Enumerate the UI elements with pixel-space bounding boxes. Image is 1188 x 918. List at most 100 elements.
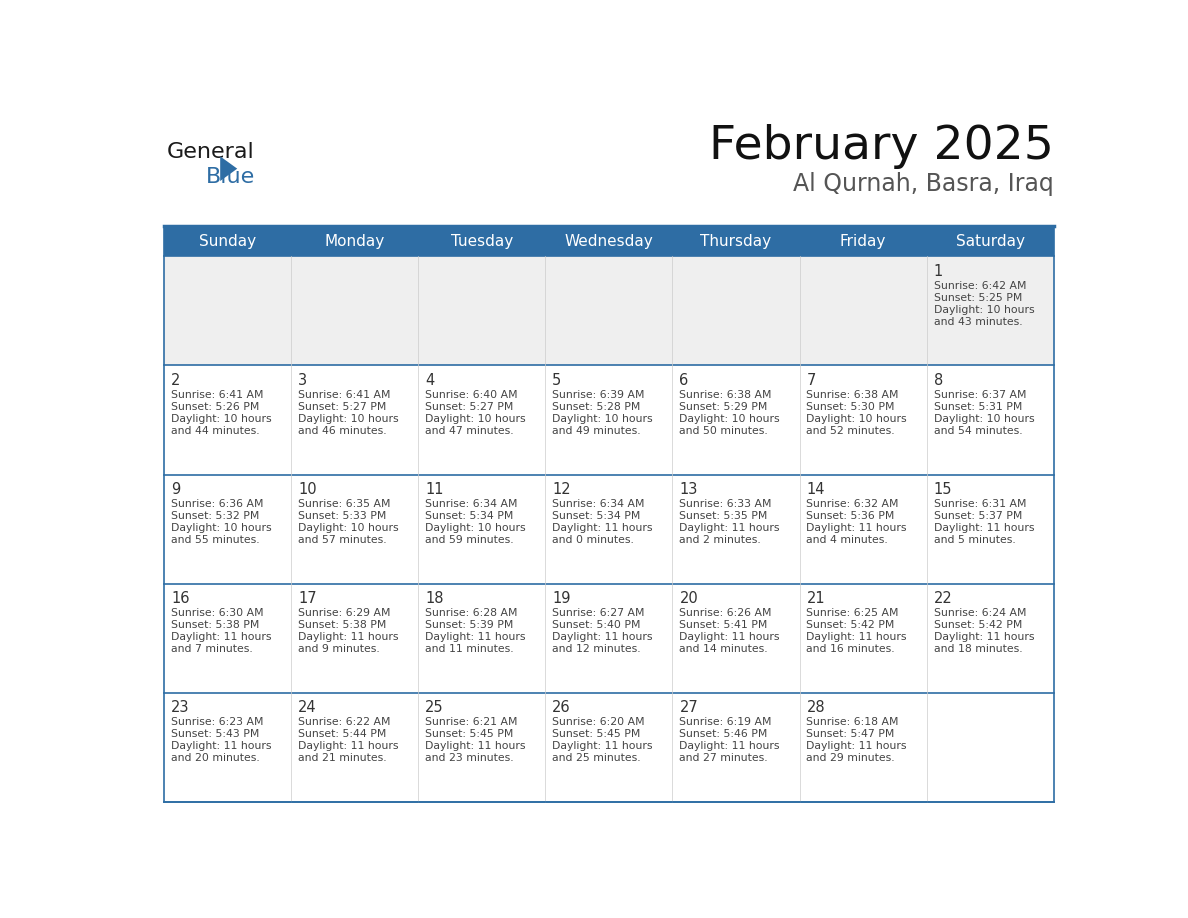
Text: Sunset: 5:37 PM: Sunset: 5:37 PM — [934, 511, 1022, 521]
Bar — [291, 256, 418, 365]
Bar — [545, 475, 672, 584]
Text: Sunset: 5:27 PM: Sunset: 5:27 PM — [425, 402, 513, 412]
Text: and 12 minutes.: and 12 minutes. — [552, 644, 640, 654]
Bar — [800, 584, 927, 692]
Text: and 5 minutes.: and 5 minutes. — [934, 535, 1016, 545]
Text: Daylight: 10 hours: Daylight: 10 hours — [807, 414, 908, 424]
Bar — [418, 365, 545, 475]
Text: Sunrise: 6:31 AM: Sunrise: 6:31 AM — [934, 499, 1026, 509]
Text: Daylight: 10 hours: Daylight: 10 hours — [934, 305, 1035, 315]
Text: Daylight: 11 hours: Daylight: 11 hours — [298, 633, 399, 642]
Text: 7: 7 — [807, 374, 816, 388]
Text: 17: 17 — [298, 591, 317, 606]
Bar — [800, 256, 927, 365]
Text: Daylight: 10 hours: Daylight: 10 hours — [552, 414, 653, 424]
Text: Sunset: 5:29 PM: Sunset: 5:29 PM — [680, 402, 767, 412]
Text: Sunset: 5:25 PM: Sunset: 5:25 PM — [934, 293, 1022, 303]
Bar — [164, 475, 291, 584]
Text: Daylight: 11 hours: Daylight: 11 hours — [552, 523, 652, 533]
Text: Sunrise: 6:27 AM: Sunrise: 6:27 AM — [552, 609, 645, 618]
Text: Sunset: 5:30 PM: Sunset: 5:30 PM — [807, 402, 895, 412]
Bar — [672, 256, 800, 365]
Text: Sunset: 5:45 PM: Sunset: 5:45 PM — [425, 729, 513, 739]
Text: Sunrise: 6:34 AM: Sunrise: 6:34 AM — [425, 499, 518, 509]
Text: and 18 minutes.: and 18 minutes. — [934, 644, 1022, 654]
Text: General: General — [168, 142, 255, 162]
Text: and 50 minutes.: and 50 minutes. — [680, 426, 769, 436]
Text: Sunrise: 6:37 AM: Sunrise: 6:37 AM — [934, 390, 1026, 400]
Text: Sunset: 5:38 PM: Sunset: 5:38 PM — [298, 621, 386, 630]
Text: Sunrise: 6:39 AM: Sunrise: 6:39 AM — [552, 390, 645, 400]
Text: Sunrise: 6:33 AM: Sunrise: 6:33 AM — [680, 499, 772, 509]
Text: 19: 19 — [552, 591, 570, 606]
Text: Sunrise: 6:40 AM: Sunrise: 6:40 AM — [425, 390, 518, 400]
Text: Daylight: 10 hours: Daylight: 10 hours — [298, 414, 399, 424]
Text: Sunrise: 6:32 AM: Sunrise: 6:32 AM — [807, 499, 899, 509]
Bar — [164, 692, 291, 801]
Text: Sunrise: 6:35 AM: Sunrise: 6:35 AM — [298, 499, 391, 509]
Bar — [545, 256, 672, 365]
Text: 18: 18 — [425, 591, 443, 606]
Text: Saturday: Saturday — [955, 234, 1024, 250]
Text: Sunset: 5:38 PM: Sunset: 5:38 PM — [171, 621, 259, 630]
Text: Sunset: 5:39 PM: Sunset: 5:39 PM — [425, 621, 513, 630]
Text: 2: 2 — [171, 374, 181, 388]
Text: Friday: Friday — [840, 234, 886, 250]
Text: Daylight: 10 hours: Daylight: 10 hours — [298, 523, 399, 533]
Bar — [800, 365, 927, 475]
Text: Sunrise: 6:24 AM: Sunrise: 6:24 AM — [934, 609, 1026, 618]
Text: Sunset: 5:35 PM: Sunset: 5:35 PM — [680, 511, 767, 521]
Text: Sunrise: 6:34 AM: Sunrise: 6:34 AM — [552, 499, 645, 509]
Text: Sunset: 5:41 PM: Sunset: 5:41 PM — [680, 621, 767, 630]
Text: Daylight: 11 hours: Daylight: 11 hours — [171, 633, 272, 642]
Text: Sunrise: 6:23 AM: Sunrise: 6:23 AM — [171, 717, 264, 727]
Text: Sunset: 5:34 PM: Sunset: 5:34 PM — [552, 511, 640, 521]
Text: Sunrise: 6:36 AM: Sunrise: 6:36 AM — [171, 499, 264, 509]
Text: 9: 9 — [171, 482, 181, 498]
Bar — [927, 475, 1054, 584]
Text: and 55 minutes.: and 55 minutes. — [171, 535, 260, 545]
Bar — [291, 475, 418, 584]
Text: and 29 minutes.: and 29 minutes. — [807, 753, 895, 763]
Bar — [291, 584, 418, 692]
Text: and 21 minutes.: and 21 minutes. — [298, 753, 387, 763]
Bar — [800, 692, 927, 801]
Bar — [800, 475, 927, 584]
Bar — [545, 584, 672, 692]
Text: Sunrise: 6:41 AM: Sunrise: 6:41 AM — [298, 390, 391, 400]
Text: Daylight: 10 hours: Daylight: 10 hours — [680, 414, 781, 424]
Text: and 46 minutes.: and 46 minutes. — [298, 426, 387, 436]
Text: and 27 minutes.: and 27 minutes. — [680, 753, 767, 763]
Text: and 52 minutes.: and 52 minutes. — [807, 426, 895, 436]
Text: Daylight: 11 hours: Daylight: 11 hours — [425, 741, 525, 751]
Text: 24: 24 — [298, 700, 317, 715]
Bar — [927, 692, 1054, 801]
Bar — [672, 692, 800, 801]
Text: Daylight: 11 hours: Daylight: 11 hours — [171, 741, 272, 751]
Text: Daylight: 11 hours: Daylight: 11 hours — [298, 741, 399, 751]
Text: Sunrise: 6:29 AM: Sunrise: 6:29 AM — [298, 609, 391, 618]
Text: February 2025: February 2025 — [709, 124, 1054, 169]
Text: 10: 10 — [298, 482, 317, 498]
Bar — [291, 692, 418, 801]
Text: Sunset: 5:31 PM: Sunset: 5:31 PM — [934, 402, 1022, 412]
Text: Daylight: 11 hours: Daylight: 11 hours — [680, 741, 779, 751]
Polygon shape — [220, 156, 238, 181]
Text: and 54 minutes.: and 54 minutes. — [934, 426, 1022, 436]
Text: Sunrise: 6:25 AM: Sunrise: 6:25 AM — [807, 609, 899, 618]
Text: 13: 13 — [680, 482, 697, 498]
Text: and 7 minutes.: and 7 minutes. — [171, 644, 253, 654]
Text: 4: 4 — [425, 374, 435, 388]
Bar — [291, 365, 418, 475]
Text: Sunrise: 6:20 AM: Sunrise: 6:20 AM — [552, 717, 645, 727]
Text: Sunset: 5:42 PM: Sunset: 5:42 PM — [807, 621, 895, 630]
Text: Sunrise: 6:18 AM: Sunrise: 6:18 AM — [807, 717, 899, 727]
Bar — [418, 475, 545, 584]
Text: 25: 25 — [425, 700, 444, 715]
Text: Wednesday: Wednesday — [564, 234, 653, 250]
Text: Sunset: 5:44 PM: Sunset: 5:44 PM — [298, 729, 386, 739]
Text: Sunset: 5:34 PM: Sunset: 5:34 PM — [425, 511, 513, 521]
Text: Daylight: 11 hours: Daylight: 11 hours — [552, 741, 652, 751]
Text: Sunset: 5:26 PM: Sunset: 5:26 PM — [171, 402, 259, 412]
Text: Sunrise: 6:28 AM: Sunrise: 6:28 AM — [425, 609, 518, 618]
